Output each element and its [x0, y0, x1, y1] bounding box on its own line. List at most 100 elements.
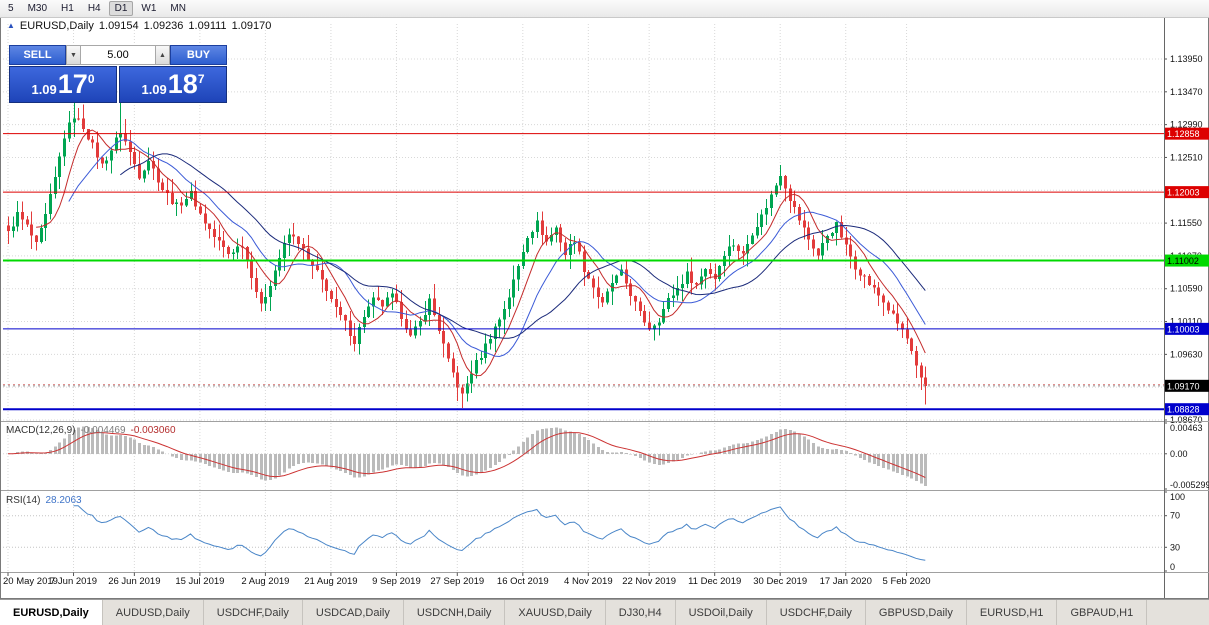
svg-text:1.12858: 1.12858: [1167, 129, 1200, 139]
sell-price-point: 0: [87, 71, 95, 86]
svg-text:20 May 2019: 20 May 2019: [3, 576, 58, 587]
chart-tab-0-eurusd-daily[interactable]: EURUSD,Daily: [0, 600, 103, 625]
timeframe-button-h4[interactable]: H4: [87, 3, 101, 14]
chart-tab-4-usdcnh-daily[interactable]: USDCNH,Daily: [404, 600, 506, 625]
svg-text:1.12003: 1.12003: [1167, 188, 1200, 198]
price-chart-canvas[interactable]: 1.139501.134701.129901.125101.120301.115…: [1, 18, 1209, 598]
svg-text:1.10003: 1.10003: [1167, 324, 1200, 334]
chart-tab-9-gbpusd-daily[interactable]: GBPUSD,Daily: [866, 600, 967, 625]
rsi-indicator-label: RSI(14) 28.2063: [6, 495, 82, 506]
svg-text:1.12510: 1.12510: [1170, 152, 1203, 162]
svg-text:1.08670: 1.08670: [1170, 415, 1203, 425]
svg-text:1.09170: 1.09170: [1167, 381, 1200, 391]
timeframe-button-m30[interactable]: M30: [27, 3, 48, 14]
timeframe-button-mn[interactable]: MN: [170, 3, 186, 14]
timeframe-button-5[interactable]: 5: [8, 3, 14, 14]
svg-text:22 Nov 2019: 22 Nov 2019: [622, 576, 676, 587]
tabs-bar-filler: [1147, 600, 1209, 625]
buy-button[interactable]: BUY: [170, 45, 227, 65]
sell-price-pips: 17: [57, 69, 88, 99]
chart-title-bar: ▲ EURUSD,Daily 1.09154 1.09236 1.09111 1…: [7, 20, 271, 32]
svg-text:100: 100: [1170, 492, 1185, 502]
timeframe-toolbar: 5 M30 H1 H4 D1 W1 MN: [0, 0, 1209, 18]
svg-text:9 Sep 2019: 9 Sep 2019: [372, 576, 421, 587]
sell-price-prefix: 1.09: [31, 81, 57, 97]
svg-text:-0.005299: -0.005299: [1170, 480, 1209, 490]
chart-tab-7-usdoil-daily[interactable]: USDOil,Daily: [676, 600, 767, 625]
svg-text:1.10590: 1.10590: [1170, 284, 1203, 294]
pane-separators[interactable]: [1, 18, 1209, 598]
moving-average-lines: [36, 129, 926, 377]
one-click-trading-panel: SELL ▼ 5.00 ▲ BUY 1.09 17 0 1.09 18 7: [9, 45, 227, 103]
svg-text:30: 30: [1170, 542, 1180, 552]
svg-text:1.13950: 1.13950: [1170, 54, 1203, 64]
chart-tab-6-dj30-h4[interactable]: DJ30,H4: [606, 600, 676, 625]
grid-lines: [3, 24, 1164, 571]
svg-text:21 Aug 2019: 21 Aug 2019: [304, 576, 357, 587]
svg-text:1.12990: 1.12990: [1170, 120, 1203, 130]
bar-close-value: 1.09170: [231, 20, 272, 32]
timeframe-button-w1[interactable]: W1: [141, 3, 157, 14]
bar-open-value: 1.09154: [98, 20, 139, 32]
svg-text:1.11002: 1.11002: [1167, 256, 1199, 266]
macd-main-value: -0.004469: [80, 425, 126, 436]
macd-indicator-label: MACD(12,26,9) -0.004469 -0.003060: [6, 425, 176, 436]
volume-increase-button[interactable]: ▲: [155, 45, 170, 65]
svg-text:7 Jun 2019: 7 Jun 2019: [50, 576, 97, 587]
svg-text:1.10110: 1.10110: [1170, 317, 1202, 327]
svg-text:17 Jan 2020: 17 Jan 2020: [820, 576, 872, 587]
chart-tab-8-usdchf-daily[interactable]: USDCHF,Daily: [767, 600, 866, 625]
chart-tab-5-xauusd-daily[interactable]: XAUUSD,Daily: [505, 600, 606, 625]
chart-window: 1.139501.134701.129901.125101.120301.115…: [0, 18, 1209, 599]
candlesticks[interactable]: [7, 96, 927, 408]
macd-signal-value: -0.003060: [130, 425, 176, 436]
chart-tab-1-audusd-daily[interactable]: AUDUSD,Daily: [103, 600, 204, 625]
rsi-value: 28.2063: [45, 495, 82, 506]
volume-input[interactable]: 5.00: [81, 45, 155, 65]
rsi-line: [73, 505, 926, 561]
buy-price-point: 7: [197, 71, 205, 86]
svg-text:0.00463: 0.00463: [1170, 423, 1203, 433]
svg-text:1.09630: 1.09630: [1170, 349, 1203, 359]
buy-price-display[interactable]: 1.09 18 7: [119, 66, 227, 103]
svg-text:4 Nov 2019: 4 Nov 2019: [564, 576, 613, 587]
macd-name: MACD(12,26,9): [6, 425, 76, 436]
svg-text:11 Dec 2019: 11 Dec 2019: [688, 576, 741, 587]
rsi-axis-labels: 100 70 30 0: [1164, 491, 1185, 572]
chart-tab-3-usdcad-daily[interactable]: USDCAD,Daily: [303, 600, 404, 625]
svg-text:15 Jul 2019: 15 Jul 2019: [175, 576, 224, 587]
chart-tabs-bar: EURUSD,Daily AUDUSD,Daily USDCHF,Daily USDC…: [0, 599, 1209, 625]
macd-signal-line: [7, 432, 926, 478]
bar-high-value: 1.09236: [143, 20, 184, 32]
bar-low-value: 1.09111: [188, 20, 227, 32]
svg-text:30 Dec 2019: 30 Dec 2019: [753, 576, 807, 587]
chart-symbol-title: EURUSD,Daily: [19, 20, 94, 32]
svg-text:5 Feb 2020: 5 Feb 2020: [883, 576, 931, 587]
svg-text:2 Aug 2019: 2 Aug 2019: [241, 576, 289, 587]
svg-text:26 Jun 2019: 26 Jun 2019: [108, 576, 160, 587]
timeframe-button-h1[interactable]: H1: [61, 3, 74, 14]
svg-text:0: 0: [1170, 562, 1175, 572]
oct-collapse-arrow-icon[interactable]: ▲: [7, 21, 15, 30]
volume-decrease-button[interactable]: ▼: [66, 45, 81, 65]
svg-text:1.11550: 1.11550: [1170, 218, 1202, 228]
svg-text:70: 70: [1170, 511, 1180, 521]
svg-text:27 Sep 2019: 27 Sep 2019: [430, 576, 484, 587]
buy-price-prefix: 1.09: [141, 81, 167, 97]
rsi-name: RSI(14): [6, 495, 41, 506]
horizontal-price-lines[interactable]: 1.12858 1.12003 1.11002 1.10003 1.08828: [3, 127, 1209, 416]
buy-price-pips: 18: [167, 69, 198, 99]
sell-price-display[interactable]: 1.09 17 0: [9, 66, 117, 103]
current-price-label: 1.09170: [1165, 379, 1209, 392]
chart-tab-10-eurusd-h1[interactable]: EURUSD,H1: [967, 600, 1058, 625]
svg-text:16 Oct 2019: 16 Oct 2019: [497, 576, 549, 587]
svg-text:1.08828: 1.08828: [1167, 405, 1200, 415]
macd-axis-labels: 0.00463 0.00 -0.005299: [1164, 422, 1209, 490]
chart-tab-11-gbpaud-h1[interactable]: GBPAUD,H1: [1057, 600, 1148, 625]
price-axis-ticks: 1.139501.134701.129901.125101.120301.115…: [1164, 54, 1203, 425]
timeframe-button-d1[interactable]: D1: [108, 1, 134, 16]
sell-button[interactable]: SELL: [9, 45, 66, 65]
svg-text:0.00: 0.00: [1170, 449, 1188, 459]
chart-tab-2-usdchf-daily[interactable]: USDCHF,Daily: [204, 600, 303, 625]
